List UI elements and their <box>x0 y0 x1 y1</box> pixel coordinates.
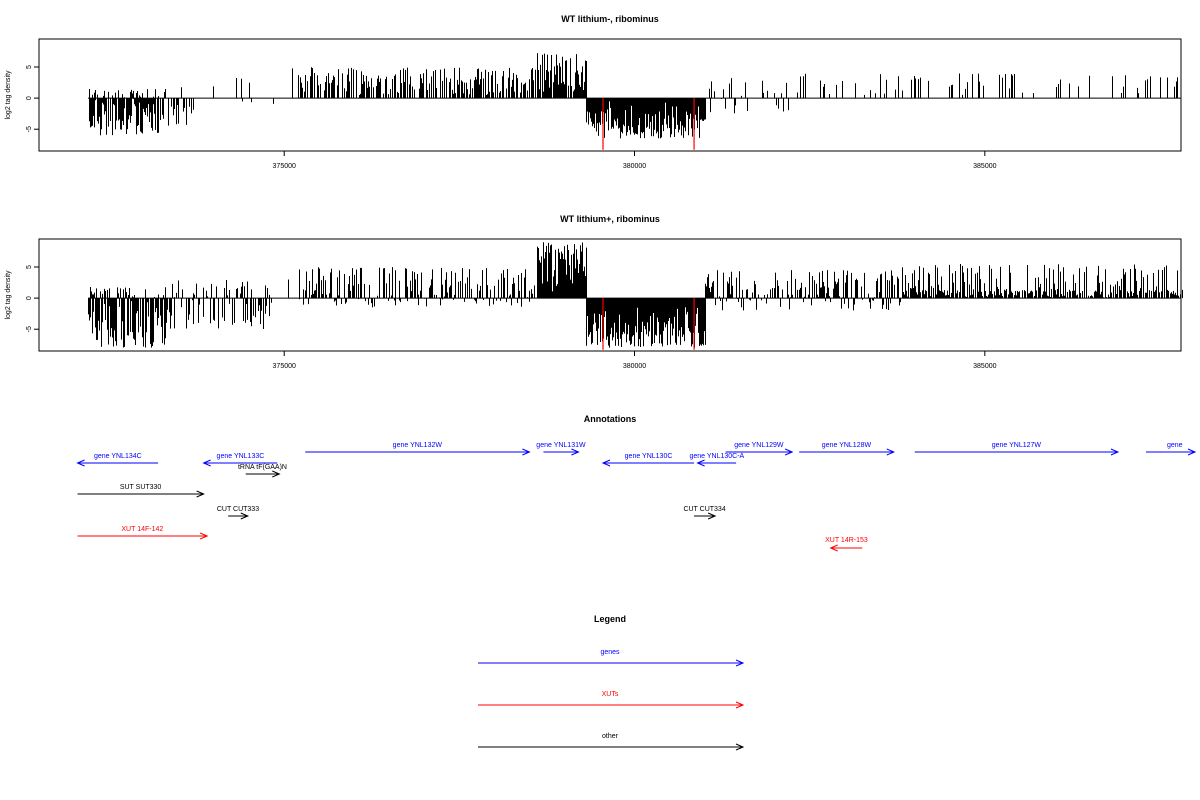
signal-track-2: WT lithium+, ribominus 375000 380000 385000… <box>5 214 1183 370</box>
feature-label: gene YNL131W <box>536 442 586 449</box>
legend-label: XUTs <box>602 691 619 698</box>
annotation-feature: gene YNL134C <box>76 453 159 467</box>
annotation-feature: gene YNL132W <box>305 442 531 456</box>
annotations-title: Annotations <box>584 414 637 424</box>
feature-arrow <box>799 448 896 456</box>
plot-frame <box>38 38 1182 152</box>
legend-arrow <box>478 743 745 751</box>
feature-label: XUT 14F-142 <box>121 526 163 533</box>
annotation-feature: XUT 14R-153 <box>825 537 868 552</box>
feature-arrow <box>914 448 1120 456</box>
annotation-feature: CUT CUT334 <box>683 506 726 520</box>
feature-label: XUT 14R-153 <box>825 537 868 544</box>
feature-arrow <box>601 459 695 467</box>
legend-item: other <box>478 733 745 751</box>
feature-label: CUT CUT334 <box>683 506 725 513</box>
legend-title: Legend <box>594 614 626 624</box>
legend-item: XUTs <box>478 691 745 709</box>
legend-item: genes <box>478 649 745 667</box>
track-title: WT lithium+, ribominus <box>560 214 660 224</box>
x-tick-label: 385000 <box>973 363 996 370</box>
feature-arrow <box>829 544 863 552</box>
annotation-feature: SUT SUT330 <box>77 484 205 498</box>
feature-arrow <box>305 448 531 456</box>
feature-arrow <box>77 490 205 498</box>
legend-label: genes <box>600 649 620 656</box>
feature-label: gene YNL127W <box>992 442 1042 449</box>
feature-label: gene YNL128W <box>822 442 872 449</box>
annotation-feature: gene <box>1145 442 1197 456</box>
annotation-feature: XUT 14F-142 <box>77 526 209 540</box>
feature-label: gene YNL130C-A <box>689 453 744 460</box>
annotation-feature: gene YNL129W <box>725 442 794 456</box>
x-tick-label: 375000 <box>273 363 296 370</box>
x-tick-label: 375000 <box>273 163 296 170</box>
annotation-feature: gene YNL131W <box>536 442 586 456</box>
annotation-feature: gene YNL127W <box>914 442 1120 456</box>
track-title: WT lithium-, ribominus <box>561 14 659 24</box>
feature-label: gene YNL132W <box>393 442 443 449</box>
y-tick-label: 0 <box>26 96 33 100</box>
y-axis-label: log2 tag density <box>5 70 12 120</box>
feature-arrow <box>1145 448 1197 456</box>
signal-bars <box>89 53 1178 139</box>
feature-label: SUT SUT330 <box>120 484 162 491</box>
annotation-feature: gene YNL130C <box>601 453 695 467</box>
feature-arrow <box>77 532 209 540</box>
legend-label: other <box>602 733 619 740</box>
y-tick-label: -5 <box>26 126 33 132</box>
feature-label: gene YNL130C <box>625 453 673 460</box>
feature-label: tRNA tF(GAA)N <box>238 464 287 471</box>
annotation-feature: gene YNL130C-A <box>689 453 745 467</box>
signal-bars <box>88 242 1183 348</box>
annotations-panel: Annotations gene YNL134C gene YNL133C tRNA … <box>76 414 1197 552</box>
y-axis-label: log2 tag density <box>5 270 12 320</box>
legend-panel: Legend genes XUTs other <box>478 614 745 751</box>
feature-label: CUT CUT333 <box>217 506 259 513</box>
feature-arrow <box>696 459 737 467</box>
feature-arrow <box>76 459 159 467</box>
feature-arrow <box>725 448 794 456</box>
feature-arrow <box>245 470 281 478</box>
legend-arrow <box>478 701 745 709</box>
feature-arrow <box>228 512 250 520</box>
feature-arrow <box>543 448 580 456</box>
x-tick-label: 380000 <box>623 363 646 370</box>
feature-arrow <box>694 512 717 520</box>
feature-label: gene <box>1167 442 1183 449</box>
annotation-feature: CUT CUT333 <box>217 506 259 520</box>
feature-label: gene YNL134C <box>94 453 142 460</box>
annotation-feature: gene YNL128W <box>799 442 896 456</box>
y-tick-label: 5 <box>26 65 33 69</box>
feature-arrow <box>202 459 278 467</box>
y-tick-label: -5 <box>26 326 33 332</box>
feature-label: gene YNL133C <box>217 453 265 460</box>
x-tick-label: 385000 <box>973 163 996 170</box>
annotation-feature: gene YNL133C <box>202 453 278 467</box>
y-tick-label: 5 <box>26 265 33 269</box>
x-tick-label: 380000 <box>623 163 646 170</box>
feature-label: gene YNL129W <box>734 442 784 449</box>
plot-frame <box>38 238 1182 352</box>
legend-arrow <box>478 659 745 667</box>
y-tick-label: 0 <box>26 296 33 300</box>
signal-track-1: WT lithium-, ribominus 375000 380000 385000… <box>5 14 1182 170</box>
annotation-feature: tRNA tF(GAA)N <box>238 464 287 478</box>
